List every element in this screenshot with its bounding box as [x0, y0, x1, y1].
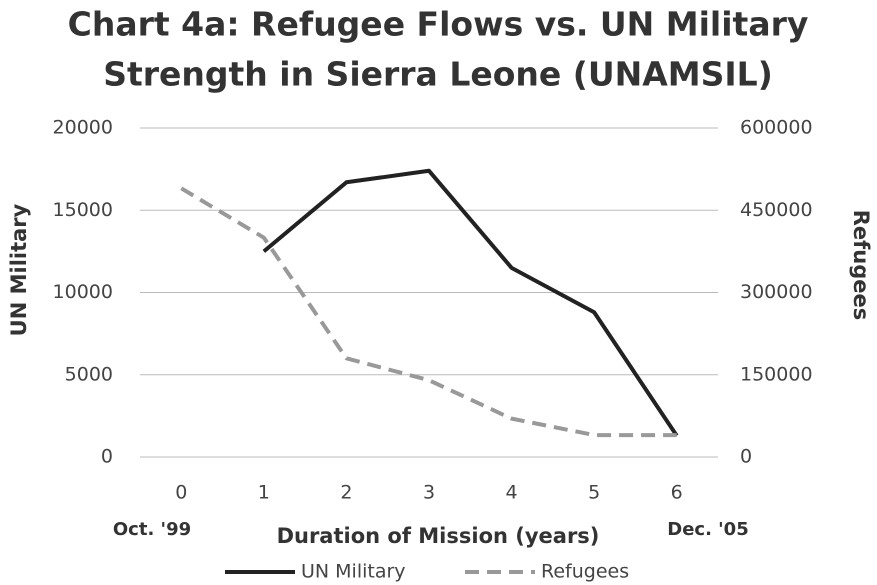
y2-tick-label: 0 — [740, 446, 752, 468]
x-tick-label: 2 — [340, 482, 352, 504]
y-axis-title: UN Military — [7, 203, 31, 336]
chart-title: Chart 4a: Refugee Flows vs. UN Military — [68, 5, 809, 44]
line-series — [180, 186, 677, 438]
x-tick-label: 1 — [258, 482, 270, 504]
y-tick-label: 15000 — [53, 199, 113, 221]
x-tick-label: 5 — [588, 482, 600, 504]
x-axis-title: Duration of Mission (years) — [277, 524, 600, 548]
x-tick-label: 3 — [423, 482, 435, 504]
legend-label: Refugees — [541, 561, 629, 583]
y-tick-label: 5000 — [65, 363, 113, 385]
y2-tick-label: 150000 — [740, 363, 813, 385]
y2-tick-label: 600000 — [740, 117, 813, 139]
x-tick-label: 0 — [175, 482, 187, 504]
x-tick-label: 6 — [671, 482, 683, 504]
y2-axis-title: Refugees — [849, 210, 873, 321]
line-series — [262, 168, 679, 437]
annotation: Dec. '05 — [667, 519, 748, 540]
y2-tick-label: 300000 — [740, 281, 813, 303]
annotation: Oct. '99 — [113, 519, 191, 540]
x-tick-label: 4 — [506, 482, 518, 504]
y-tick-label: 10000 — [53, 281, 113, 303]
chart-title: Strength in Sierra Leone (UNAMSIL) — [103, 55, 773, 94]
legend-label: UN Military — [301, 561, 406, 583]
y-tick-label: 20000 — [53, 117, 113, 139]
y2-tick-label: 450000 — [740, 199, 813, 221]
y-tick-label: 0 — [101, 446, 113, 468]
